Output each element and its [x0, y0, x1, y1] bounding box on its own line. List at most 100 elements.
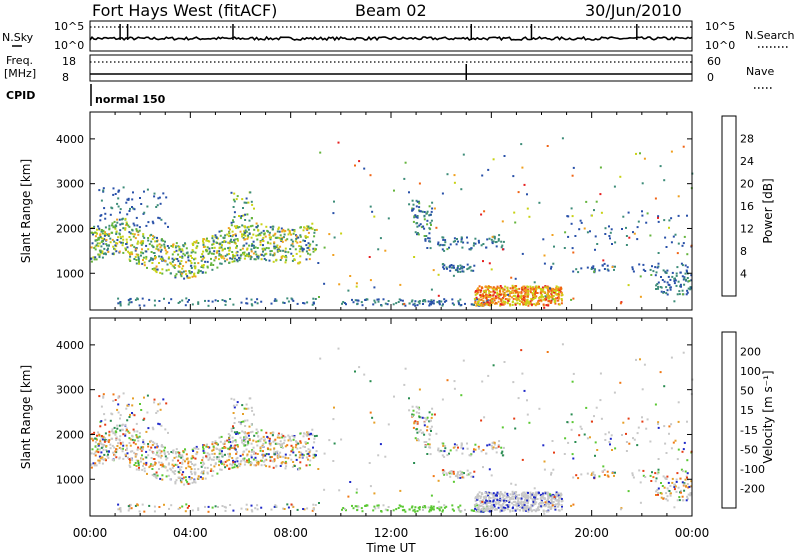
data-cell: [119, 236, 122, 239]
data-cell: [185, 467, 188, 470]
data-cell: [147, 237, 150, 239]
data-cell: [482, 509, 485, 512]
data-cell: [426, 416, 429, 419]
data-cell: [505, 496, 508, 499]
data-cell: [250, 454, 253, 457]
data-cell: [295, 443, 298, 446]
data-cell: [559, 288, 562, 291]
data-cell: [177, 476, 180, 479]
data-cell: [489, 291, 492, 293]
data-cell: [657, 468, 660, 471]
data-cell: [641, 182, 644, 185]
data-cell: [502, 240, 505, 243]
data-cell: [122, 186, 125, 189]
data-cell: [609, 237, 611, 240]
data-cell: [126, 404, 129, 407]
data-cell: [126, 246, 129, 249]
data-cell: [686, 420, 688, 423]
data-cell: [200, 259, 203, 262]
data-cell: [422, 505, 425, 508]
data-cell: [185, 453, 188, 456]
data-cell: [240, 507, 243, 510]
data-cell: [489, 500, 492, 503]
data-cell: [554, 508, 557, 511]
data-cell: [422, 509, 424, 511]
data-cell: [639, 358, 641, 361]
data-cell: [284, 247, 287, 250]
data-cell: [94, 451, 97, 454]
data-cell: [461, 476, 464, 479]
data-cell: [639, 152, 641, 155]
data-cell: [572, 251, 575, 254]
data-cell: [487, 168, 490, 171]
data-cell: [627, 284, 630, 287]
data-cell: [94, 245, 97, 248]
data-cell: [444, 239, 447, 242]
data-cell: [518, 493, 521, 496]
data-cell: [506, 289, 509, 292]
data-cell: [181, 255, 184, 258]
data-cell: [504, 285, 507, 288]
data-cell: [437, 447, 440, 450]
data-cell: [545, 504, 548, 507]
data-cell: [127, 505, 130, 508]
data-cell: [107, 250, 110, 253]
data-cell: [275, 258, 278, 261]
data-cell: [282, 455, 285, 458]
data-cell: [677, 401, 680, 404]
data-cell: [371, 416, 374, 419]
data-cell: [622, 421, 625, 424]
data-cell: [404, 510, 407, 513]
data-cell: [299, 234, 302, 237]
data-cell: [183, 277, 186, 280]
data-cell: [542, 238, 545, 241]
data-cell: [674, 233, 677, 236]
data-cell: [155, 265, 158, 268]
data-cell: [460, 304, 463, 306]
data-cell: [513, 495, 516, 498]
data-cell: [657, 215, 660, 218]
data-cell: [456, 269, 459, 272]
data-cell: [243, 253, 246, 256]
data-cell: [128, 252, 131, 254]
data-cell: [161, 463, 164, 466]
data-cell: [498, 290, 501, 293]
data-cell: [526, 207, 529, 210]
data-cell: [530, 297, 533, 300]
data-cell: [522, 294, 525, 297]
data-cell: [508, 498, 511, 501]
data-cell: [181, 299, 184, 302]
data-cell: [209, 470, 212, 472]
data-cell: [680, 468, 683, 471]
data-cell: [417, 506, 420, 509]
data-cell: [238, 226, 241, 228]
data-cell: [182, 265, 185, 268]
data-cell: [337, 347, 340, 350]
data-cell: [429, 221, 432, 224]
data-cell: [281, 240, 284, 243]
data-cell: [500, 505, 503, 508]
data-cell: [675, 272, 678, 275]
data-cell: [508, 292, 511, 295]
data-cell: [428, 227, 431, 230]
data-cell: [361, 304, 364, 307]
data-cell: [282, 228, 285, 231]
data-cell: [533, 494, 536, 497]
data-cell: [197, 448, 200, 450]
data-cell: [220, 435, 223, 438]
data-cell: [273, 451, 276, 454]
data-cell: [547, 506, 550, 509]
data-cell: [231, 436, 234, 439]
data-cell: [441, 510, 444, 513]
data-cell: [614, 241, 617, 244]
data-cell: [627, 417, 630, 420]
data-cell: [122, 444, 125, 447]
data-cell: [228, 249, 231, 252]
data-cell: [283, 508, 286, 510]
data-cell: [500, 446, 503, 449]
data-cell: [181, 249, 184, 252]
data-cell: [149, 440, 152, 443]
data-cell: [98, 242, 101, 245]
data-cell: [488, 262, 491, 265]
data-cell: [109, 241, 112, 244]
